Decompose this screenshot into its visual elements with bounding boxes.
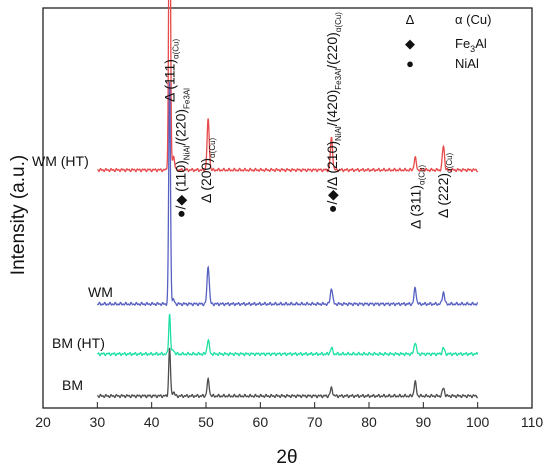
series-label: BM (HT) <box>52 335 105 351</box>
miller-index: /(220) <box>324 32 340 69</box>
x-tick-label: 110 <box>521 414 544 430</box>
phase-subscript: NiAl <box>334 126 343 141</box>
spectrum-line <box>97 0 479 173</box>
peak-annotation: Δ (200)α(Cu) <box>198 137 217 203</box>
peak-annotations: Δ(111)α(Cu)●/◆(110)NiAl/(220)Fe3AlΔ(200)… <box>162 12 454 229</box>
peak-markers: Δ <box>198 194 214 203</box>
series-label: BM <box>62 377 83 393</box>
x-tick-label: 90 <box>416 414 432 430</box>
spectrum-line <box>96 82 479 307</box>
x-tick-label: 70 <box>307 414 323 430</box>
miller-index: /(420) <box>324 90 340 127</box>
peak-markers: Δ <box>408 220 424 229</box>
phase-subscript: α(Cu) <box>418 164 427 185</box>
peak-markers: Δ <box>435 209 451 218</box>
legend-label: α (Cu) <box>455 12 491 27</box>
miller-index: (200) <box>198 158 214 191</box>
legend-diamond-icon: ◆ <box>405 36 415 51</box>
peak-annotation: Δ (311)α(Cu) <box>408 164 427 229</box>
legend-triangle-icon: Δ <box>406 12 415 27</box>
x-tick-label: 60 <box>253 414 269 430</box>
legend-label: Fe3Al <box>455 36 487 54</box>
miller-index: (210) <box>324 141 340 174</box>
x-tick-label: 100 <box>466 414 490 430</box>
plot-frame <box>42 7 533 409</box>
series-label: WM (HT) <box>32 153 89 169</box>
x-tick-label: 20 <box>35 414 51 430</box>
x-tick-label: 40 <box>144 414 160 430</box>
phase-subscript: α(Cu) <box>334 12 343 33</box>
peak-annotation: Δ (111)α(Cu) <box>162 39 181 102</box>
miller-index: /(220) <box>173 109 189 146</box>
miller-index: (110) <box>173 160 189 192</box>
phase-subscript: Fe3Al <box>183 88 192 109</box>
peak-annotation: ●/◆ (110)NiAl/(220)Fe3Al <box>173 88 192 218</box>
series-labels: WM (HT) WM BM (HT) BM <box>32 153 113 393</box>
peak-markers: Δ <box>162 93 178 102</box>
spectrum-line <box>97 313 479 357</box>
miller-index: (311) <box>408 185 424 217</box>
legend-label-sub: 3 <box>470 44 475 54</box>
legend-label-suffix: Al <box>475 36 487 51</box>
peak-annotation: ●/◆/Δ (210)NiAl/(420)Fe3Al/(220)α(Cu) <box>324 12 343 213</box>
series-label: WM <box>88 284 113 300</box>
phase-subscript: NiAl <box>183 145 192 160</box>
x-tick-label: 50 <box>198 414 214 430</box>
x-axis-ticks: 20 30 40 50 60 70 80 90 100 110 <box>35 402 543 430</box>
series-layer <box>96 0 479 399</box>
y-axis-title: Intensity (a.u.) <box>8 155 29 275</box>
miller-index: (111) <box>162 59 178 90</box>
legend-circle-icon: ● <box>406 56 414 71</box>
spectrum-line <box>97 347 479 399</box>
phase-subscript: Fe3Al <box>334 69 343 90</box>
peak-annotation: Δ (222)α(Cu) <box>435 152 454 218</box>
x-tick-label: 30 <box>90 414 106 430</box>
phase-subscript: α(Cu) <box>208 137 217 158</box>
phase-subscript: α(Cu) <box>445 152 454 173</box>
legend-label: NiAl <box>455 56 479 71</box>
phase-subscript: α(Cu) <box>172 39 181 60</box>
x-tick-label: 80 <box>361 414 377 430</box>
miller-index: (222) <box>435 173 451 206</box>
legend-label-main: Fe <box>455 36 470 51</box>
x-axis-title: 2θ <box>276 447 297 468</box>
peak-markers: ●/◆ <box>173 195 189 218</box>
peak-markers: ●/◆/Δ <box>324 177 340 213</box>
